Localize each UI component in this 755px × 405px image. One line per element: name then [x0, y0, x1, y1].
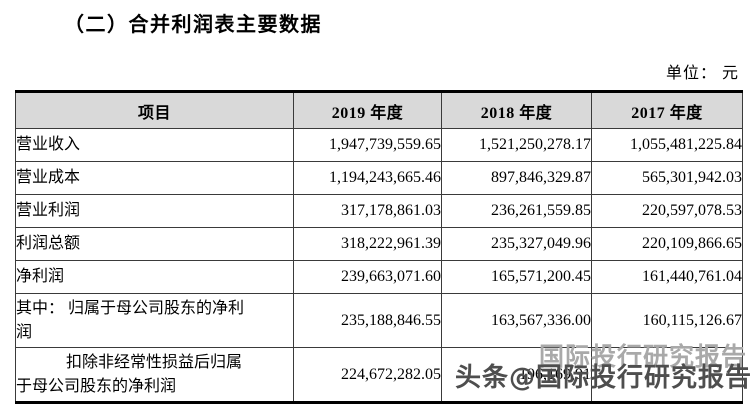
cell-value-2018: 235,327,049.96	[441, 227, 592, 261]
cell-value-2017: 1,055,481,225.84	[591, 128, 743, 162]
header-2018: 2018 年度	[441, 91, 592, 129]
cell-value-2019: 317,178,861.03	[293, 194, 442, 228]
cell-value-2019: 1,947,739,559.65	[293, 128, 442, 162]
row-label-text: 营业成本	[16, 169, 81, 186]
cell-value-2018: 196,169,91	[441, 347, 592, 403]
cell-value-2019: 235,188,846.55	[293, 293, 442, 348]
row-label: 扣除非经常性损益后归属 于母公司股东的净利润	[15, 347, 294, 403]
row-label-text: 润	[16, 323, 33, 341]
row-label: 利润总额	[15, 227, 294, 261]
row-label: 净利润	[15, 260, 294, 294]
header-row: 项目 2019 年度 2018 年度 2017 年度	[15, 91, 743, 129]
cell-value-2019: 1,194,243,665.46	[293, 161, 442, 195]
cell-value-2017: 565,301,942.03	[591, 161, 743, 195]
row-label-text: 净利润	[16, 268, 65, 285]
table-row: 净利润 239,663,071.60 165,571,200.45 161,44…	[15, 260, 743, 294]
row-label-text: 其中： 归属于母公司股东的净利	[16, 299, 245, 317]
row-label-text: 于母公司股东的净利润	[16, 377, 177, 395]
row-label: 营业利润	[15, 194, 294, 228]
row-label-text: 营业收入	[16, 136, 81, 153]
header-2017: 2017 年度	[591, 91, 743, 129]
cell-value-2019: 224,672,282.05	[293, 347, 442, 403]
table-row: 营业利润 317,178,861.03 236,261,559.85 220,5…	[15, 194, 743, 228]
table-row: 营业收入 1,947,739,559.65 1,521,250,278.17 1…	[15, 128, 743, 162]
row-label: 其中： 归属于母公司股东的净利 润	[15, 293, 294, 348]
row-label-text: 利润总额	[16, 235, 81, 252]
cell-value-2017: 220,597,078.53	[591, 194, 743, 228]
header-item: 项目	[15, 91, 294, 129]
cell-value-2017: 220,109,866.65	[591, 227, 743, 261]
table-row: 营业成本 1,194,243,665.46 897,846,329.87 565…	[15, 161, 743, 195]
cell-value-2017	[591, 347, 743, 403]
watermark: 头条@国际投行研究报告	[454, 363, 752, 393]
cell-value-2018: 236,261,559.85	[441, 194, 592, 228]
cell-value-2018: 1,521,250,278.17	[441, 128, 592, 162]
cell-value-2019: 239,663,071.60	[293, 260, 442, 294]
cell-value-2017: 160,115,126.67	[591, 293, 743, 348]
cell-value-2018: 897,846,329.87	[441, 161, 592, 195]
income-statement-table: 项目 2019 年度 2018 年度 2017 年度 营业收入 1,947,73…	[15, 90, 743, 404]
cell-value-2019: 318,222,961.39	[293, 227, 442, 261]
unit-label: 单位： 元	[665, 65, 739, 82]
table-row: 扣除非经常性损益后归属 于母公司股东的净利润 224,672,282.05 19…	[15, 347, 743, 403]
cell-value-2018: 165,571,200.45	[441, 260, 592, 294]
cell-value-2017: 161,440,761.04	[591, 260, 743, 294]
row-label: 营业成本	[15, 161, 294, 195]
page-title: （二）合并利润表主要数据	[64, 12, 322, 36]
row-label: 营业收入	[15, 128, 294, 162]
watermark-ghost: 国际投行研究报告	[538, 342, 747, 371]
table-row: 其中： 归属于母公司股东的净利 润 235,188,846.55 163,567…	[15, 293, 743, 348]
row-label-text: 营业利润	[16, 202, 81, 219]
header-2019: 2019 年度	[293, 91, 442, 129]
row-label-text: 扣除非经常性损益后归属	[66, 353, 243, 371]
table-row: 利润总额 318,222,961.39 235,327,049.96 220,1…	[15, 227, 743, 261]
